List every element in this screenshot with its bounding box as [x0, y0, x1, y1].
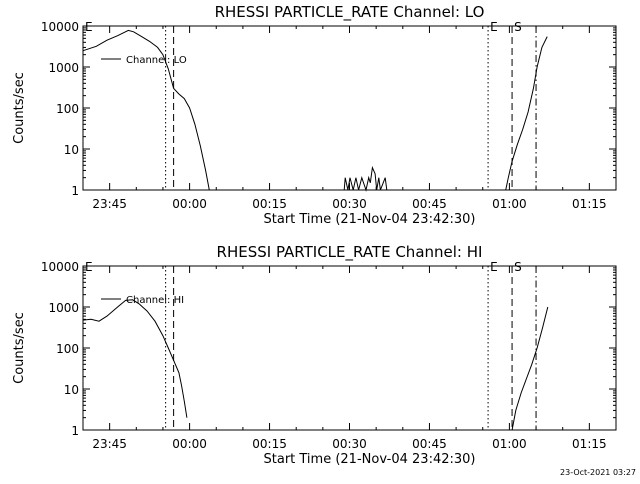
series-line: [511, 306, 549, 431]
x-tick-label: 00:45: [412, 197, 447, 211]
x-tick-label: 23:45: [92, 437, 127, 451]
y-axis-title: Counts/sec: [12, 312, 27, 384]
y-tick-label: 1000: [48, 61, 79, 75]
marker-label: E: [490, 260, 498, 274]
marker-label: E: [85, 20, 93, 34]
y-tick-label: 10000: [41, 260, 79, 274]
series-line: [343, 165, 388, 192]
plot-timestamp: 23-Oct-2021 03:27: [560, 468, 636, 477]
x-tick-label: 23:45: [92, 197, 127, 211]
x-axis-title: Start Time (21-Nov-04 23:42:30): [264, 452, 476, 467]
x-tick-label: 01:15: [572, 197, 607, 211]
marker-label: S: [514, 20, 522, 34]
y-tick-label: 10: [64, 383, 79, 397]
y-tick-label: 100: [56, 342, 79, 356]
marker-label: S: [514, 260, 522, 274]
marker-label: E: [85, 260, 93, 274]
x-tick-label: 00:00: [172, 437, 207, 451]
y-axis-title: Counts/sec: [12, 72, 27, 144]
y-tick-label: 1: [71, 184, 79, 198]
series-line: [82, 29, 210, 191]
legend-label: Channel: LO: [126, 55, 187, 66]
chart-title: RHESSI PARTICLE_RATE Channel: LO: [215, 3, 485, 22]
x-tick-label: 00:30: [332, 437, 367, 451]
x-tick-label: 00:15: [252, 437, 287, 451]
x-tick-label: 01:00: [492, 437, 527, 451]
y-tick-label: 1: [71, 424, 79, 438]
y-tick-label: 100: [56, 102, 79, 116]
chart-title: RHESSI PARTICLE_RATE Channel: HI: [217, 243, 483, 262]
x-tick-label: 00:00: [172, 197, 207, 211]
x-tick-label: 01:15: [572, 437, 607, 451]
x-tick-label: 00:15: [252, 197, 287, 211]
x-tick-label: 00:45: [412, 437, 447, 451]
x-tick-label: 00:30: [332, 197, 367, 211]
series-line: [82, 299, 188, 418]
x-axis-title: Start Time (21-Nov-04 23:42:30): [264, 212, 476, 227]
marker-label: E: [490, 20, 498, 34]
y-tick-label: 10: [64, 143, 79, 157]
series-line: [505, 36, 548, 191]
y-tick-label: 1000: [48, 301, 79, 315]
y-tick-label: 10000: [41, 20, 79, 34]
x-tick-label: 01:00: [492, 197, 527, 211]
legend-label: Channel: HI: [126, 295, 184, 306]
